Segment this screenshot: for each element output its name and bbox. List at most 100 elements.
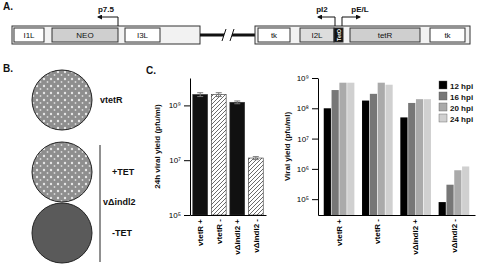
- gene-label: I1L: [23, 31, 35, 40]
- group-bracket: [100, 145, 101, 262]
- x-tick-label: vΔindl2 +: [233, 219, 242, 255]
- bar: [324, 108, 331, 215]
- gene-label: I3L: [137, 31, 149, 40]
- figure: A.I1LNEOI3Lp7.5tkI2LTetOtetRtkpI2pE/LB.v…: [0, 0, 480, 265]
- y-tick: 10⁵: [297, 195, 318, 204]
- y-tick: 10⁹: [169, 101, 190, 110]
- promoter-label: pI2: [316, 5, 328, 14]
- construct-right: [255, 26, 470, 44]
- legend-label: 16 hpi: [450, 93, 473, 102]
- panel-b: B.vtetR+TET-TETvΔindl2: [3, 63, 135, 263]
- panel-label: A.: [3, 1, 13, 12]
- bar: [230, 102, 245, 215]
- gene-label: I2L: [311, 31, 323, 40]
- y-tick-label: 10⁷: [297, 135, 309, 144]
- x-axis: vtetR + vtetR - vΔindl2 + vΔindl2 -: [191, 215, 267, 255]
- bar: [408, 103, 415, 215]
- y-tick-mark: [312, 139, 318, 140]
- x-axis-line: [319, 215, 476, 216]
- panel-a: A.I1LNEOI3Lp7.5tkI2LTetOtetRtkpI2pE/L: [3, 1, 470, 44]
- y-tick-label: 10⁵: [169, 211, 181, 220]
- gene-segment: [350, 28, 420, 42]
- promoter-label: pE/L: [351, 5, 368, 14]
- promoter-arrow: [318, 17, 335, 26]
- x-tick-label: vΔindl2 -: [450, 219, 459, 253]
- bar: [332, 90, 339, 215]
- x-axis-line: [191, 215, 267, 216]
- x-tick-label: vtetR +: [335, 219, 344, 246]
- x-tick-label: vΔindl2 -: [252, 219, 261, 253]
- x-tick: vΔindl2 -: [450, 215, 459, 253]
- y-tick-label: 10⁹: [297, 74, 309, 83]
- bar: [339, 83, 346, 215]
- plate-label: +TET: [112, 167, 135, 177]
- bar: [370, 94, 377, 215]
- legend-swatch: [439, 103, 447, 111]
- bar: [454, 170, 461, 215]
- gene-segment: [300, 28, 334, 42]
- bar: [439, 202, 446, 215]
- y-tick-label: 10⁷: [169, 156, 181, 165]
- y-tick-mark: [184, 215, 190, 216]
- x-tick: vΔindl2 -: [252, 215, 261, 253]
- plate-label: vtetR: [100, 95, 123, 105]
- x-tick: vtetR +: [196, 215, 205, 246]
- bar: [462, 166, 469, 215]
- y-tick: 10⁸: [297, 104, 318, 113]
- bar: [400, 117, 407, 215]
- promoter-arrow: [98, 17, 118, 26]
- bar: [362, 101, 369, 215]
- y-axis: 10⁵ 10⁶ 10⁷ 10⁸ 10⁹: [297, 74, 319, 215]
- gene-label: tetR: [378, 31, 393, 40]
- y-axis-line: [318, 79, 319, 216]
- plot-area: [324, 83, 470, 215]
- legend-swatch: [439, 114, 447, 122]
- y-tick-mark: [184, 160, 190, 161]
- y-tick-label: 10⁸: [297, 104, 309, 113]
- bar: [378, 83, 385, 215]
- promoter-arrow: [342, 17, 360, 26]
- panel-label: B.: [3, 63, 13, 74]
- legend: 12 hpi16 hpi20 hpi24 hpi: [439, 81, 473, 124]
- gene-segment: [125, 28, 160, 42]
- x-tick: vtetR +: [335, 215, 344, 246]
- x-tick-label: vtetR -: [215, 219, 224, 244]
- error-bar: [216, 93, 222, 97]
- plaque-plate: [32, 203, 92, 263]
- y-axis-line: [190, 79, 191, 216]
- bar: [347, 83, 354, 215]
- y-tick: 10⁶: [297, 165, 318, 174]
- gene-segment: [334, 28, 343, 42]
- y-tick: 10⁷: [297, 135, 318, 144]
- x-axis: vtetR + vtetR - vΔindl2 + vΔindl2 -: [319, 215, 476, 255]
- y-tick-label: 10⁶: [297, 165, 309, 174]
- x-tick-label: vtetR +: [196, 219, 205, 246]
- x-tick: vΔindl2 +: [233, 215, 242, 255]
- legend-label: 12 hpi: [450, 82, 473, 91]
- chart: C.10⁵10⁷10⁹24h viral yield (pfu/ml)vtetR…: [146, 65, 267, 255]
- y-tick: 10⁵: [169, 211, 190, 220]
- bar: [248, 158, 263, 215]
- bar: [424, 99, 431, 215]
- legend-swatch: [439, 92, 447, 100]
- plaque-plate: [32, 70, 92, 130]
- y-tick-mark: [184, 105, 190, 106]
- plate-label: -TET: [112, 228, 132, 238]
- y-axis: 10⁵ 10⁷ 10⁹: [169, 79, 191, 221]
- gene-segment: [52, 28, 118, 42]
- gene-label: TetO: [336, 28, 342, 41]
- gene-label: tk: [444, 31, 451, 40]
- promoter-label: p7.5: [98, 5, 115, 14]
- bar: [416, 99, 423, 215]
- chart: 10⁵10⁶10⁷10⁸10⁹Viral yield (pfu/ml)vtetR…: [283, 74, 476, 255]
- x-tick: vtetR -: [373, 215, 382, 244]
- plaque-plate: [32, 142, 92, 202]
- y-tick-mark: [312, 78, 318, 79]
- x-tick-label: vtetR -: [373, 219, 382, 244]
- gene-label: NEO: [76, 31, 93, 40]
- x-tick: vΔindl2 +: [411, 215, 420, 255]
- plot-area: [193, 93, 263, 215]
- error-bar: [253, 157, 259, 160]
- y-tick: 10⁹: [297, 74, 318, 83]
- x-tick: vtetR -: [215, 215, 224, 244]
